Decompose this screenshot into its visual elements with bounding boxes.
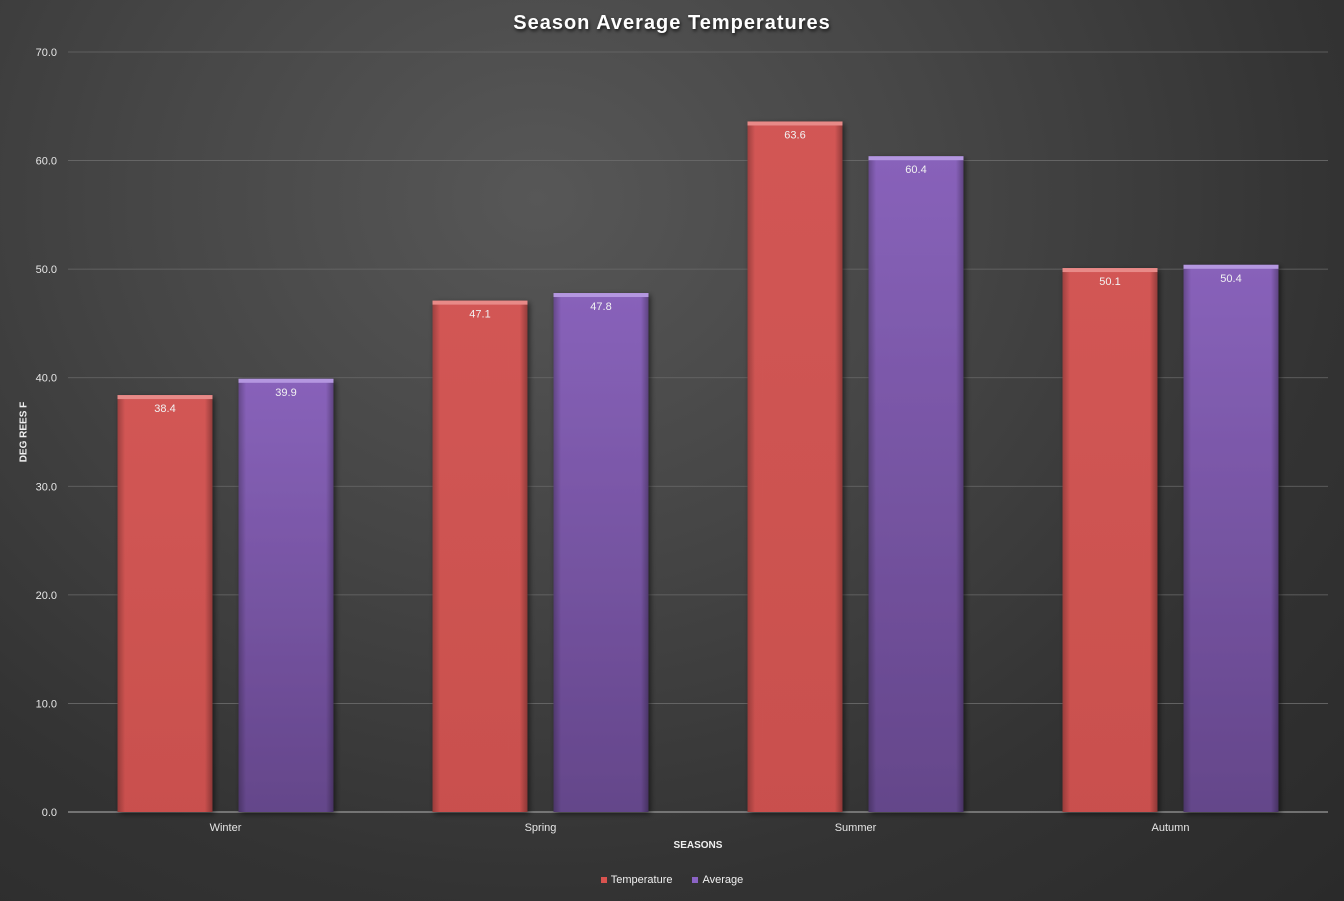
x-tick-label: Spring <box>525 822 557 834</box>
bar-top-bevel <box>1183 264 1279 269</box>
data-label: 39.9 <box>275 387 296 399</box>
x-tick-label: Summer <box>835 822 877 834</box>
legend-label-average: Average <box>702 874 744 886</box>
data-label: 50.4 <box>1220 273 1241 285</box>
y-tick-label: 20.0 <box>36 590 57 602</box>
data-label: 47.1 <box>469 309 490 321</box>
x-tick-label: Winter <box>210 822 242 834</box>
legend: Temperature Average <box>0 874 1344 886</box>
y-tick-label: 10.0 <box>36 698 57 710</box>
bar-edge-shade <box>432 300 528 812</box>
y-tick-label: 70.0 <box>36 47 57 59</box>
bar-top-bevel <box>747 121 843 126</box>
data-label: 60.4 <box>905 164 926 176</box>
y-tick-label: 30.0 <box>36 481 57 493</box>
data-label: 38.4 <box>154 403 175 415</box>
bar-top-bevel <box>1062 268 1158 273</box>
y-tick-label: 0.0 <box>42 807 57 819</box>
bar-top-bevel <box>117 395 213 400</box>
bar-edge-shade <box>747 121 843 812</box>
x-axis-title: SEASONS <box>673 840 723 851</box>
legend-label-temperature: Temperature <box>610 874 673 886</box>
bar-edge-shade <box>553 293 649 812</box>
y-tick-label: 50.0 <box>36 264 57 276</box>
bar-temperature-autumn[interactable] <box>1062 268 1158 812</box>
bar-top-bevel <box>238 378 334 383</box>
data-label: 47.8 <box>590 301 611 313</box>
data-label: 50.1 <box>1099 276 1120 288</box>
legend-swatch-average <box>692 877 699 883</box>
legend-item-average[interactable]: Average <box>692 874 743 886</box>
bar-average-winter[interactable] <box>238 378 334 812</box>
chart-title: Season Average Temperatures <box>513 12 831 34</box>
legend-item-temperature[interactable]: Temperature <box>600 874 673 886</box>
bar-average-spring[interactable] <box>553 293 649 812</box>
bar-top-bevel <box>553 293 649 298</box>
legend-swatch-temperature <box>600 877 607 883</box>
bar-edge-shade <box>1062 268 1158 812</box>
bar-average-summer[interactable] <box>868 156 964 812</box>
y-tick-label: 60.0 <box>36 156 57 168</box>
x-tick-label: Autumn <box>1152 822 1190 834</box>
bar-top-bevel <box>432 300 528 305</box>
bar-temperature-spring[interactable] <box>432 300 528 812</box>
y-axis-title: DEG REES F <box>18 401 30 463</box>
data-label: 63.6 <box>784 129 805 141</box>
bar-average-autumn[interactable] <box>1183 264 1279 812</box>
bar-edge-shade <box>1183 264 1279 812</box>
y-tick-label: 40.0 <box>36 373 57 385</box>
bar-top-bevel <box>868 156 964 161</box>
bar-edge-shade <box>868 156 964 812</box>
bar-edge-shade <box>238 378 334 812</box>
bar-temperature-summer[interactable] <box>747 121 843 812</box>
bar-temperature-winter[interactable] <box>117 395 213 812</box>
bar-edge-shade <box>117 395 213 812</box>
